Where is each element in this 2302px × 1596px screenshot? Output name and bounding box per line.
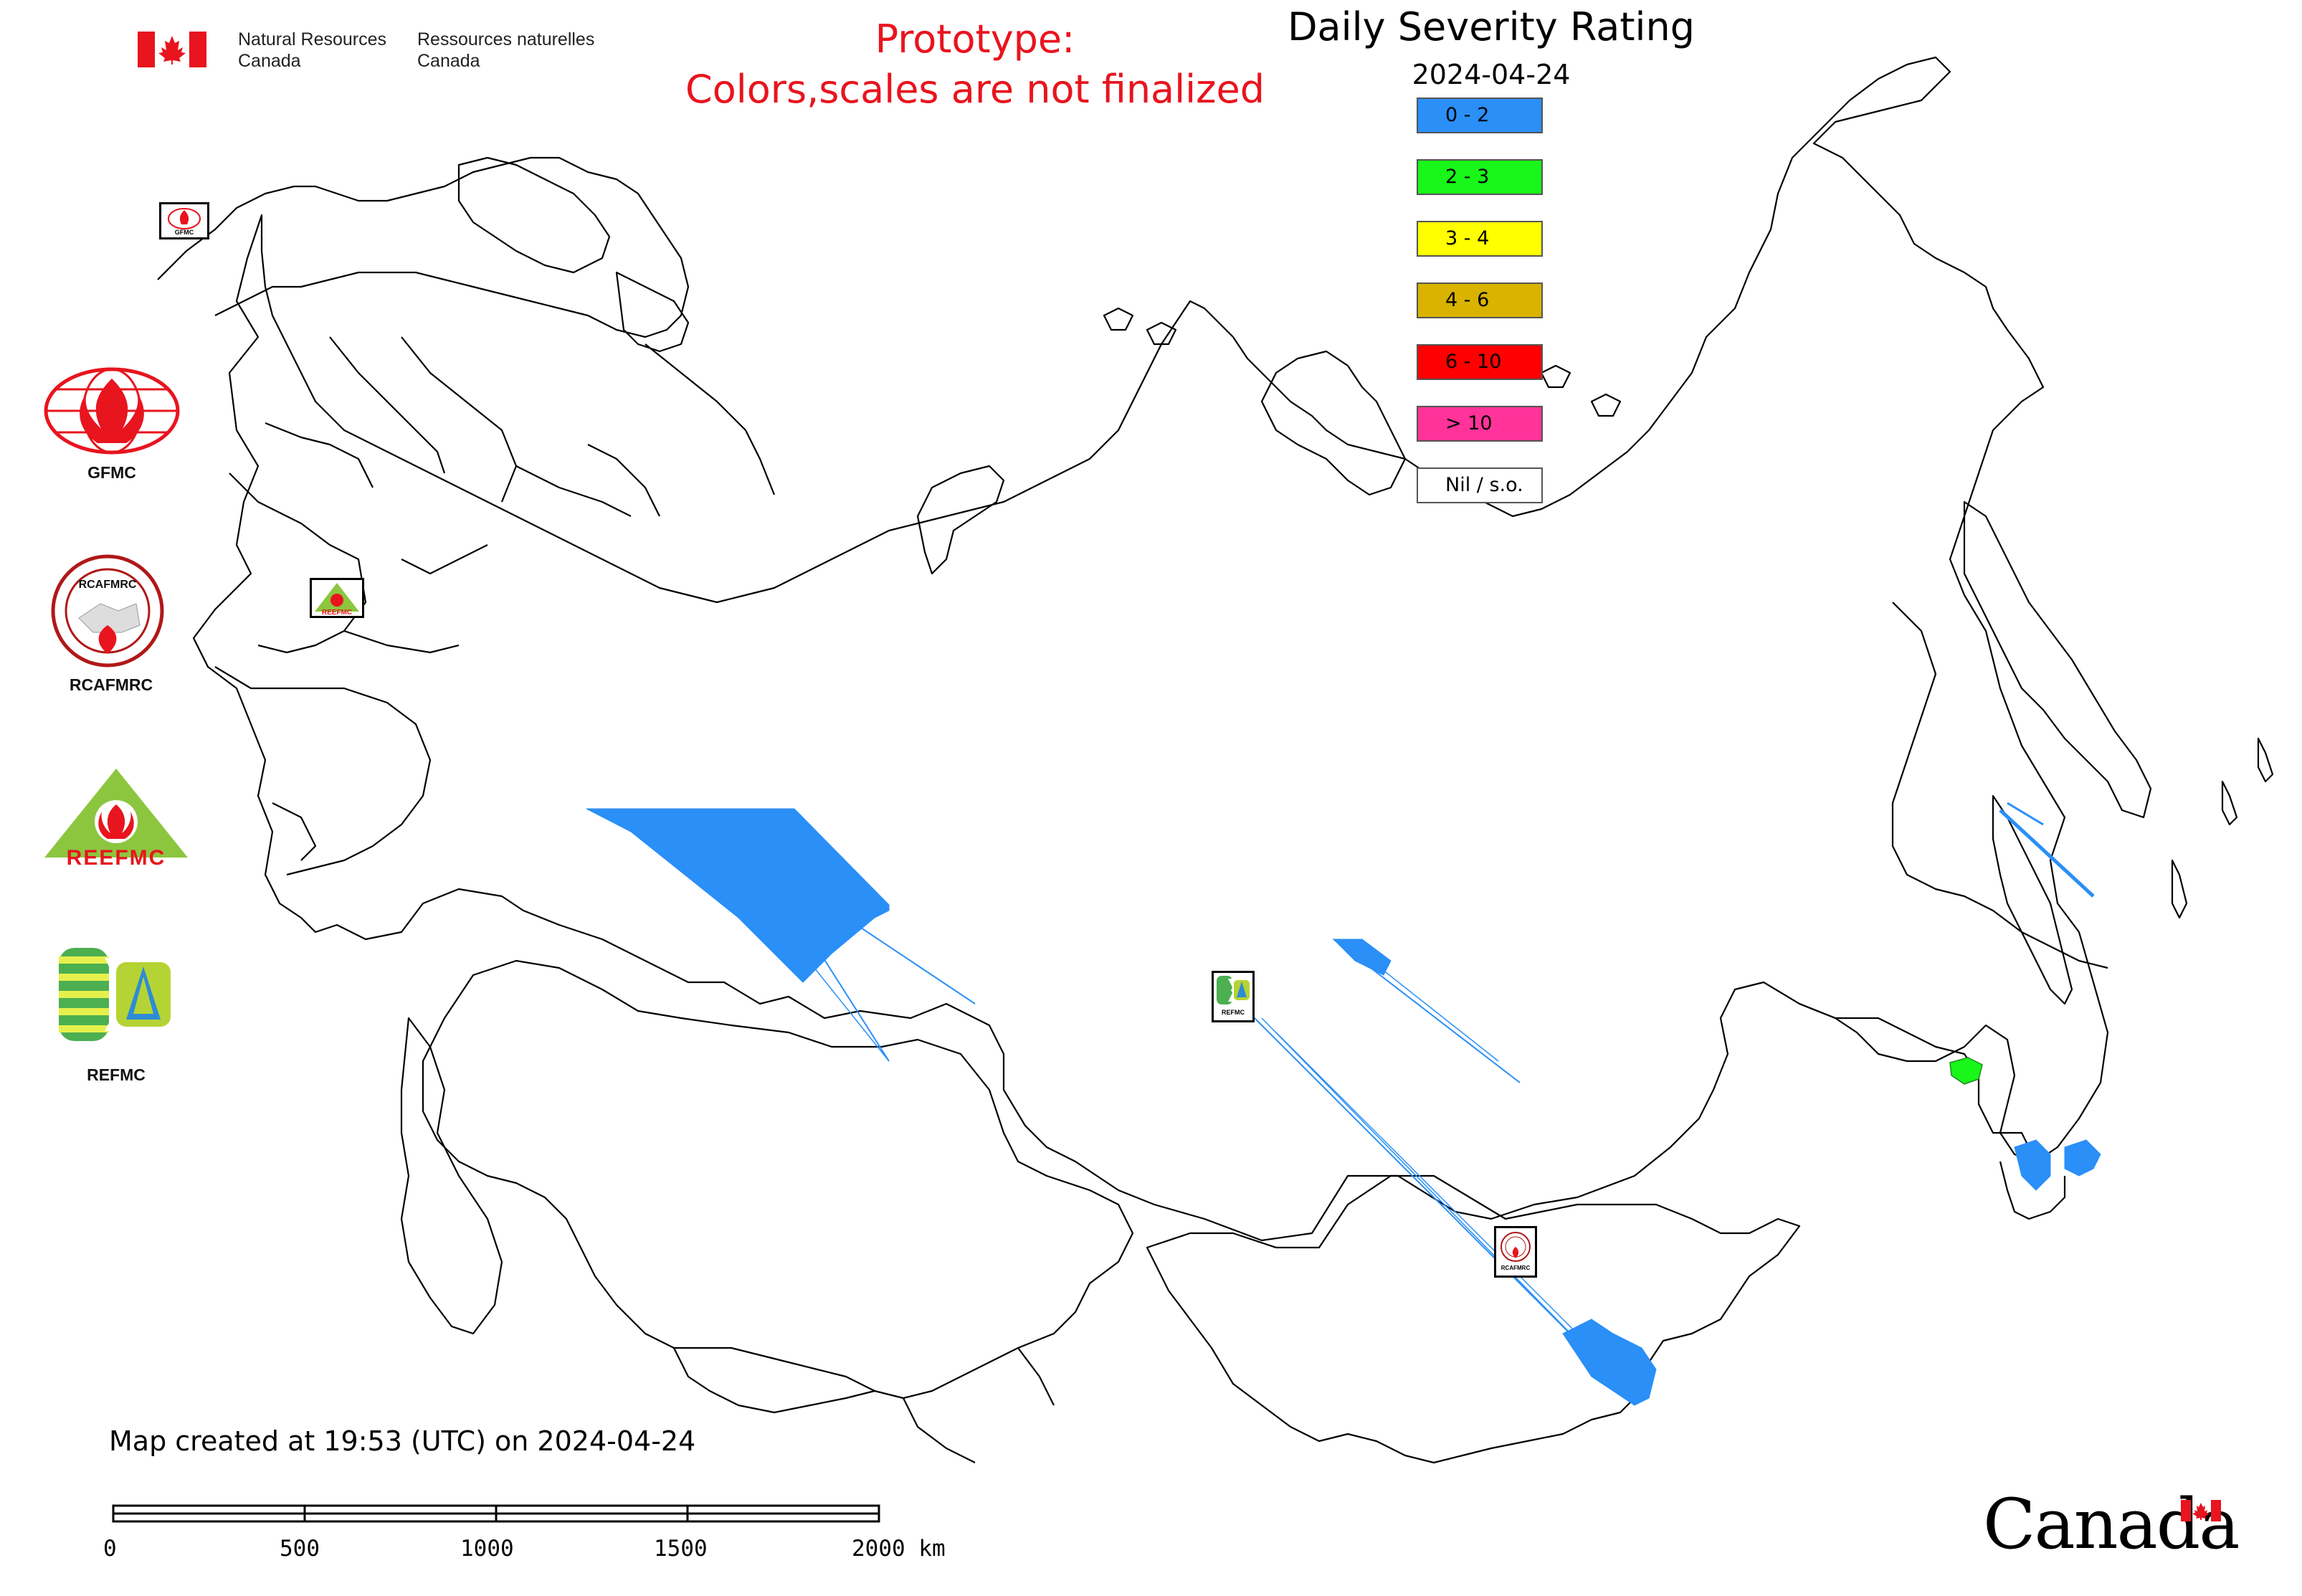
fire-streak-8 — [1275, 1032, 1614, 1370]
legend-label: 2 - 3 — [1445, 166, 1490, 188]
legend-item-nil: Nil / s.o. — [1417, 467, 1543, 503]
sakhalin — [1992, 794, 2073, 1005]
map-title: Daily Severity Rating — [1287, 4, 1695, 49]
map-created-note: Map created at 19:53 (UTC) on 2024-04-24 — [109, 1425, 696, 1457]
china-border — [1799, 1002, 2037, 1162]
legend-label: Nil / s.o. — [1445, 474, 1523, 496]
internal-boundaries — [343, 336, 776, 654]
legend-item-6-10: 6 - 10 — [1417, 344, 1543, 380]
mini-gfmc-marker: GFMC — [159, 202, 209, 239]
fire-area-north-center — [1332, 939, 1392, 976]
nrcan-fr-label: Ressources naturelles Canada — [417, 29, 594, 72]
legend-label: 6 - 10 — [1445, 351, 1502, 373]
rcafmrc-label: RCAFMRC — [69, 675, 153, 694]
fire-area-primorye-2 — [2064, 1139, 2101, 1177]
caspian-sea — [400, 1017, 503, 1335]
fire-streak-7 — [1261, 1017, 1599, 1363]
legend: 0 - 2 2 - 3 3 - 4 4 - 6 6 - 10 > 10 Nil … — [1417, 98, 1546, 513]
rcafmrc-seal-icon: RCAFMRC — [51, 554, 164, 668]
mini-reefmc-marker: REEFMC — [310, 578, 364, 618]
nrcan-en-line1: Natural Resources — [238, 29, 387, 49]
reefmc-triangle-icon — [44, 769, 188, 858]
legend-item-2-3: 2 - 3 — [1417, 159, 1543, 195]
nrcan-fr-line1: Ressources naturelles — [417, 29, 595, 49]
refmc-logo: REFMC — [59, 948, 173, 1091]
fire-streak-sakhalin-2 — [2007, 802, 2044, 826]
prototype-notice: Prototype: Colors,scales are not finaliz… — [645, 14, 1305, 115]
canada-wordmark: Canada — [1983, 1484, 2240, 1564]
refmc-sigma-icon — [59, 948, 171, 1041]
kazakhstan-outline — [422, 959, 1134, 1400]
prototype-line1: Prototype: — [875, 16, 1075, 62]
mongolia-outline — [1146, 1174, 1801, 1464]
canada-flag-icon — [138, 32, 206, 67]
mini-rcafmrc-text: RCAFMRC — [1501, 1265, 1531, 1271]
mini-refmc-text: REFMC — [1222, 1009, 1245, 1016]
white-sea — [615, 271, 690, 353]
rcafmrc-logo: RCAFMRC RCAFMRC — [50, 554, 172, 697]
reefmc-logo: REEFMC — [37, 764, 195, 872]
gfmc-globe-icon — [44, 367, 180, 455]
belarus-border — [229, 472, 367, 654]
mini-refmc-marker: REFMC — [1212, 971, 1255, 1022]
fire-streak-3 — [802, 953, 890, 1062]
scale-bar — [112, 1504, 886, 1523]
baltic-border — [265, 422, 374, 488]
kamchatka — [1963, 500, 2152, 819]
legend-item-4-6: 4 - 6 — [1417, 282, 1543, 318]
scandinavia-outline — [157, 156, 690, 338]
fire-streak-1 — [759, 860, 976, 1004]
korea-coast — [1999, 1161, 2066, 1220]
mini-rcafmrc-marker: RCAFMRC — [1494, 1226, 1537, 1278]
scale-tick-1500: 1500 — [654, 1536, 708, 1562]
taymyr-peninsula — [1260, 350, 1407, 496]
arctic-islands — [1103, 307, 1622, 417]
scale-tick-0: 0 — [103, 1536, 117, 1562]
legend-item-3-4: 3 - 4 — [1417, 221, 1543, 257]
novaya-zemlya — [916, 465, 1005, 575]
gfmc-label: GFMC — [87, 463, 136, 482]
moldova-border — [272, 802, 317, 861]
fire-area-primorye-1 — [2014, 1139, 2051, 1191]
map-date: 2024-04-24 — [1412, 59, 1571, 90]
refmc-label: REFMC — [87, 1065, 146, 1084]
mini-reefmc-text: REEFMC — [322, 609, 352, 616]
ukraine-border — [214, 666, 432, 876]
fire-area-green — [1949, 1057, 1983, 1085]
fire-area-west-1 — [586, 808, 890, 983]
legend-label: 3 - 4 — [1445, 227, 1490, 250]
scale-tick-500: 500 — [280, 1536, 320, 1562]
fire-streak-6 — [1247, 1010, 1585, 1349]
prototype-line2: Colors,scales are not finalized — [685, 67, 1265, 112]
fire-area-china-border — [1562, 1319, 1657, 1406]
nrcan-en-line2: Canada — [238, 51, 301, 71]
kuril-islands — [2171, 737, 2274, 919]
kola-peninsula — [457, 156, 611, 274]
nrcan-en-label: Natural Resources Canada — [238, 29, 386, 72]
canada-wordmark-flag-icon — [2181, 1500, 2221, 1521]
fire-streak-sakhalin — [1999, 809, 2095, 898]
mini-gfmc-text: GFMC — [175, 229, 194, 236]
rcafmrc-seal-text: RCAFMRC — [79, 579, 137, 591]
legend-item-gt10: > 10 — [1417, 406, 1543, 442]
legend-label: 0 - 2 — [1445, 104, 1490, 126]
finland-border — [329, 336, 446, 474]
legend-label: 4 - 6 — [1445, 289, 1490, 311]
central-asia-borders — [673, 1347, 1055, 1463]
russia-outline — [192, 56, 2109, 1242]
nrcan-fr-line2: Canada — [417, 51, 480, 71]
reefmc-text: REEFMC — [66, 846, 166, 870]
scale-tick-1000: 1000 — [460, 1536, 514, 1562]
sea-of-okhotsk-coast — [1891, 602, 2108, 969]
gfmc-logo: GFMC — [40, 364, 184, 482]
scale-tick-2000: 2000 km — [852, 1536, 946, 1562]
legend-label: > 10 — [1445, 412, 1493, 434]
legend-item-0-2: 0 - 2 — [1417, 98, 1543, 133]
fire-streak-2 — [788, 903, 890, 1062]
